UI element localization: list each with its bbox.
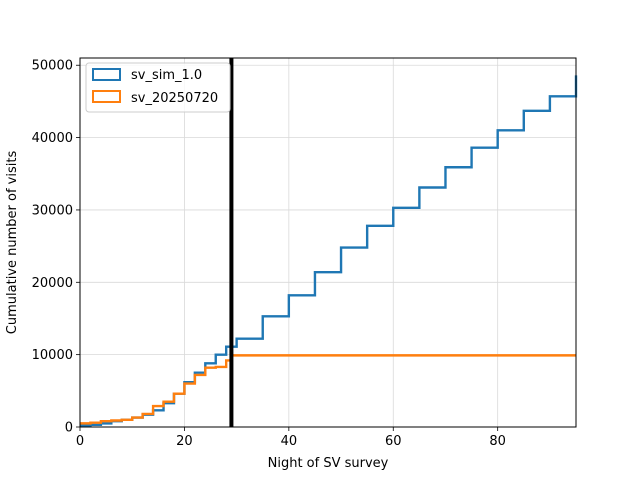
x-tick-label: 80 <box>489 434 506 449</box>
y-tick-label: 40000 <box>32 131 73 146</box>
plot-frame <box>79 57 577 428</box>
x-axis-label: Night of SV survey <box>268 456 389 471</box>
y-tick-label: 0 <box>65 421 73 436</box>
x-tick-label: 20 <box>176 434 193 449</box>
legend-box <box>85 62 231 113</box>
y-tick-label: 10000 <box>32 348 73 363</box>
legend: sv_sim_1.0 sv_20250720 <box>85 62 231 113</box>
y-tick-label: 20000 <box>32 276 73 291</box>
y-tick-label: 30000 <box>32 203 73 218</box>
legend-swatch-sv-sim <box>92 68 121 81</box>
legend-swatch-sv-20250720 <box>92 90 121 103</box>
y-tick-label: 50000 <box>32 59 73 74</box>
series-layer <box>80 75 578 427</box>
legend-label-sv-sim: sv_sim_1.0 <box>131 68 202 83</box>
legend-label-sv-20250720: sv_20250720 <box>131 91 218 106</box>
x-tick-label: 0 <box>76 434 84 449</box>
grid-lines <box>79 58 576 428</box>
y-axis-label: Cumulative number of visits <box>5 151 20 335</box>
x-tick-label: 60 <box>385 434 402 449</box>
x-tick-label: 40 <box>281 434 298 449</box>
ticks-layer: 0 20 40 60 80 0 10000 20000 30000 40000 50000 <box>32 59 506 449</box>
series-line-sv-20250720 <box>80 354 576 425</box>
plot-area <box>80 58 576 427</box>
